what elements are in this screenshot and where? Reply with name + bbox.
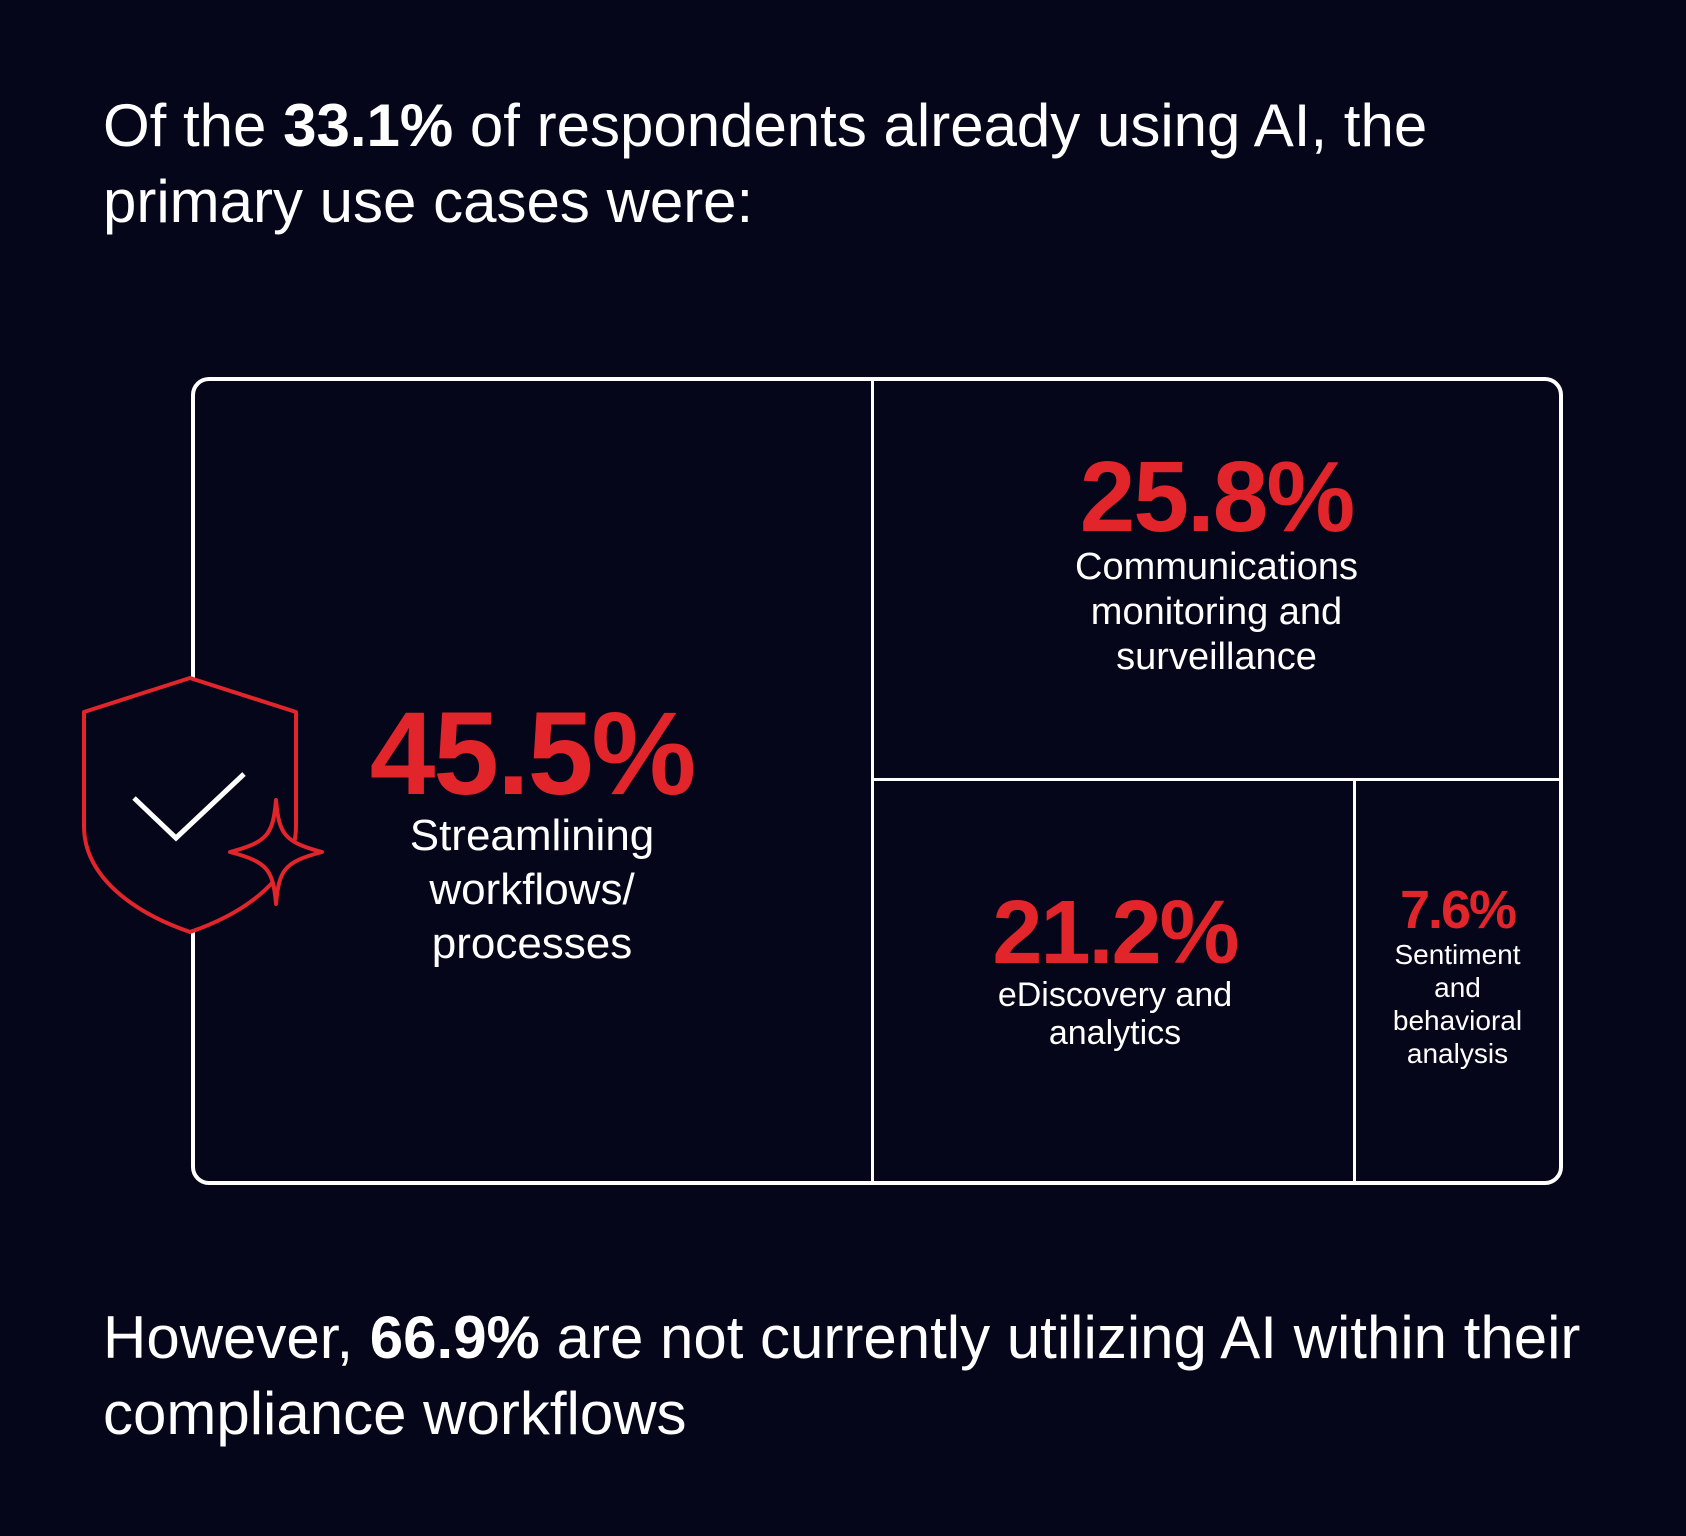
footer-highlight: 66.9% xyxy=(369,1304,540,1371)
treemap-cell-streamlining: 45.5% Streamlining workflows/ processes xyxy=(195,381,869,1181)
treemap-cell-communications: 25.8% Communications monitoring and surv… xyxy=(871,381,1559,781)
treemap-label: Streamlining workflows/ processes xyxy=(409,811,655,968)
treemap-value: 7.6% xyxy=(1399,880,1517,940)
treemap-value: 25.8% xyxy=(1079,441,1356,553)
treemap-value: 21.2% xyxy=(992,883,1239,983)
treemap-label: Sentiment and behavioral analysis xyxy=(1392,939,1523,1069)
headline: Of the 33.1% of respondents already usin… xyxy=(103,88,1583,240)
footer-statement: However, 66.9% are not currently utilizi… xyxy=(103,1300,1583,1452)
treemap-value: 45.5% xyxy=(369,688,697,820)
headline-prefix: Of the xyxy=(103,92,284,159)
treemap-cell-ediscovery: 21.2% eDiscovery and analytics xyxy=(871,781,1356,1181)
sparkle-icon xyxy=(228,798,324,906)
headline-suffix: of respondents already using AI, the pri… xyxy=(103,92,1428,235)
treemap-label: Communications monitoring and surveillan… xyxy=(1075,546,1358,678)
footer-suffix: are not currently utilizing AI within th… xyxy=(103,1304,1581,1447)
treemap-label: eDiscovery and analytics xyxy=(997,976,1233,1052)
footer-prefix: However, xyxy=(103,1304,370,1371)
shield-check-icon xyxy=(78,676,330,938)
use-case-treemap: 45.5% Streamlining workflows/ processes … xyxy=(191,377,1563,1185)
headline-highlight: 33.1% xyxy=(283,92,454,159)
treemap-cell-sentiment: 7.6% Sentiment and behavioral analysis xyxy=(1353,781,1559,1181)
